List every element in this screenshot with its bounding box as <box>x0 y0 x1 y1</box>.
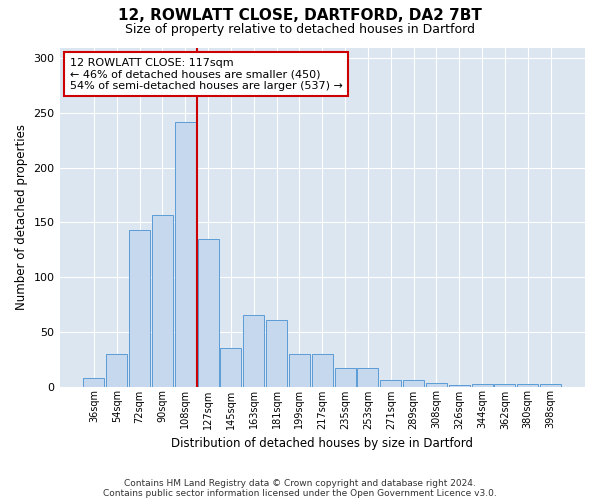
Bar <box>380 380 401 386</box>
Text: Size of property relative to detached houses in Dartford: Size of property relative to detached ho… <box>125 22 475 36</box>
Bar <box>472 384 493 386</box>
Bar <box>83 378 104 386</box>
Bar <box>220 348 241 387</box>
Bar <box>289 354 310 386</box>
Bar <box>152 215 173 386</box>
Bar <box>517 384 538 386</box>
Bar <box>243 316 264 386</box>
Bar <box>175 122 196 386</box>
X-axis label: Distribution of detached houses by size in Dartford: Distribution of detached houses by size … <box>171 437 473 450</box>
Bar <box>266 320 287 386</box>
Text: 12 ROWLATT CLOSE: 117sqm
← 46% of detached houses are smaller (450)
54% of semi-: 12 ROWLATT CLOSE: 117sqm ← 46% of detach… <box>70 58 343 91</box>
Bar <box>358 368 379 386</box>
Bar <box>129 230 150 386</box>
Bar <box>426 383 447 386</box>
Bar <box>106 354 127 386</box>
Bar <box>494 384 515 386</box>
Text: Contains public sector information licensed under the Open Government Licence v3: Contains public sector information licen… <box>103 488 497 498</box>
Bar <box>312 354 333 386</box>
Bar <box>540 384 561 386</box>
Bar <box>197 239 218 386</box>
Text: Contains HM Land Registry data © Crown copyright and database right 2024.: Contains HM Land Registry data © Crown c… <box>124 478 476 488</box>
Bar <box>403 380 424 386</box>
Text: 12, ROWLATT CLOSE, DARTFORD, DA2 7BT: 12, ROWLATT CLOSE, DARTFORD, DA2 7BT <box>118 8 482 22</box>
Bar <box>335 368 356 386</box>
Y-axis label: Number of detached properties: Number of detached properties <box>15 124 28 310</box>
